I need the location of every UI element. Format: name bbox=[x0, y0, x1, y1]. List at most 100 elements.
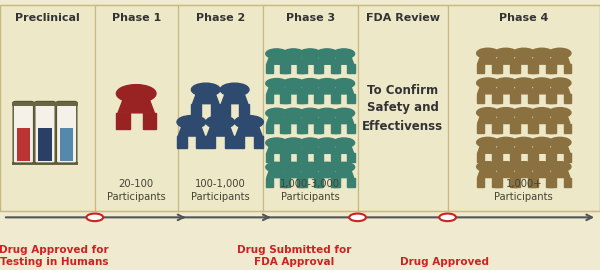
Polygon shape bbox=[494, 124, 502, 133]
Polygon shape bbox=[491, 124, 499, 133]
Circle shape bbox=[116, 85, 156, 102]
Polygon shape bbox=[563, 124, 571, 133]
Polygon shape bbox=[266, 83, 287, 94]
Polygon shape bbox=[545, 124, 553, 133]
Polygon shape bbox=[299, 178, 307, 187]
Circle shape bbox=[530, 137, 553, 147]
Polygon shape bbox=[301, 113, 320, 124]
Circle shape bbox=[316, 108, 338, 118]
Polygon shape bbox=[491, 64, 499, 73]
Polygon shape bbox=[266, 124, 273, 133]
Polygon shape bbox=[496, 83, 516, 94]
Circle shape bbox=[512, 162, 535, 172]
Circle shape bbox=[530, 162, 553, 172]
Circle shape bbox=[494, 162, 517, 172]
Circle shape bbox=[333, 162, 355, 172]
Polygon shape bbox=[494, 64, 502, 73]
Text: 1,000+
Participants: 1,000+ Participants bbox=[494, 179, 553, 201]
Polygon shape bbox=[532, 53, 552, 64]
Polygon shape bbox=[476, 124, 484, 133]
Polygon shape bbox=[496, 53, 516, 64]
Polygon shape bbox=[334, 113, 354, 124]
Polygon shape bbox=[316, 124, 323, 133]
Polygon shape bbox=[116, 113, 130, 129]
Polygon shape bbox=[284, 143, 303, 153]
Polygon shape bbox=[317, 83, 337, 94]
Polygon shape bbox=[284, 54, 303, 64]
Circle shape bbox=[476, 162, 499, 172]
Polygon shape bbox=[316, 153, 323, 162]
Text: FDA Review: FDA Review bbox=[365, 12, 440, 23]
Polygon shape bbox=[548, 94, 556, 103]
Circle shape bbox=[548, 108, 571, 118]
Polygon shape bbox=[301, 54, 320, 64]
Polygon shape bbox=[545, 64, 553, 73]
Polygon shape bbox=[494, 94, 502, 103]
Polygon shape bbox=[548, 153, 556, 163]
Polygon shape bbox=[563, 94, 571, 103]
Polygon shape bbox=[347, 64, 355, 73]
FancyBboxPatch shape bbox=[12, 102, 78, 106]
Polygon shape bbox=[266, 153, 273, 162]
Polygon shape bbox=[512, 178, 520, 187]
Circle shape bbox=[86, 214, 103, 221]
Circle shape bbox=[512, 137, 535, 147]
Polygon shape bbox=[314, 64, 321, 73]
Polygon shape bbox=[225, 136, 235, 148]
Polygon shape bbox=[266, 178, 273, 187]
Text: Drug Approved for
Testing in Humans: Drug Approved for Testing in Humans bbox=[0, 245, 109, 267]
Polygon shape bbox=[196, 136, 206, 148]
Polygon shape bbox=[527, 153, 535, 163]
Polygon shape bbox=[301, 83, 320, 94]
Polygon shape bbox=[280, 178, 287, 187]
Polygon shape bbox=[545, 94, 553, 103]
Polygon shape bbox=[314, 124, 321, 133]
Polygon shape bbox=[207, 122, 233, 136]
Polygon shape bbox=[283, 64, 290, 73]
Polygon shape bbox=[550, 142, 570, 153]
Polygon shape bbox=[297, 64, 304, 73]
Polygon shape bbox=[334, 83, 354, 94]
Polygon shape bbox=[494, 178, 502, 187]
Polygon shape bbox=[143, 113, 156, 129]
Polygon shape bbox=[509, 64, 517, 73]
Polygon shape bbox=[333, 64, 340, 73]
Polygon shape bbox=[283, 94, 290, 103]
Polygon shape bbox=[254, 136, 263, 148]
Polygon shape bbox=[509, 153, 517, 163]
Polygon shape bbox=[532, 167, 552, 178]
FancyBboxPatch shape bbox=[358, 5, 448, 211]
Polygon shape bbox=[476, 64, 484, 73]
Polygon shape bbox=[514, 113, 534, 124]
Polygon shape bbox=[333, 94, 340, 103]
Polygon shape bbox=[512, 64, 520, 73]
Polygon shape bbox=[333, 178, 340, 187]
Polygon shape bbox=[280, 94, 287, 103]
Circle shape bbox=[494, 48, 517, 58]
Polygon shape bbox=[545, 178, 553, 187]
Polygon shape bbox=[530, 94, 538, 103]
Polygon shape bbox=[206, 136, 215, 148]
Polygon shape bbox=[478, 142, 498, 153]
Circle shape bbox=[177, 116, 206, 129]
Circle shape bbox=[191, 83, 220, 96]
Polygon shape bbox=[331, 94, 338, 103]
FancyBboxPatch shape bbox=[35, 102, 55, 163]
FancyBboxPatch shape bbox=[95, 5, 178, 211]
Polygon shape bbox=[266, 143, 287, 153]
Circle shape bbox=[283, 108, 304, 118]
Polygon shape bbox=[491, 153, 499, 163]
Circle shape bbox=[316, 138, 338, 148]
Polygon shape bbox=[550, 83, 570, 94]
Circle shape bbox=[530, 108, 553, 118]
Circle shape bbox=[548, 162, 571, 172]
Text: 1,000-3,000
Participants: 1,000-3,000 Participants bbox=[280, 179, 340, 201]
Polygon shape bbox=[284, 83, 303, 94]
FancyBboxPatch shape bbox=[263, 5, 358, 211]
Circle shape bbox=[316, 49, 338, 59]
Polygon shape bbox=[283, 124, 290, 133]
Polygon shape bbox=[509, 124, 517, 133]
Polygon shape bbox=[548, 64, 556, 73]
Polygon shape bbox=[266, 54, 287, 64]
Polygon shape bbox=[316, 178, 323, 187]
